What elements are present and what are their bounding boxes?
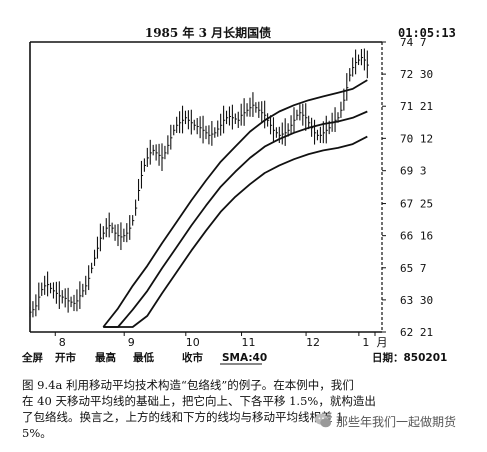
sma-40-line	[103, 110, 368, 328]
price-bars	[29, 48, 369, 318]
x-tick-label: 1	[362, 336, 369, 349]
x-tick-label: 11	[242, 336, 256, 349]
lines-layer	[102, 79, 368, 328]
y-tick-label: 69 3	[400, 165, 427, 178]
x-tick-label: 8	[59, 336, 66, 349]
time-label: 01:05:13	[398, 26, 456, 40]
toolbar: 全屏 开市 最高 最低 收市 SMA:40 日期：850201	[21, 351, 447, 365]
plot-frame	[29, 41, 383, 333]
watermark: 那些年我们一起做期货	[314, 412, 456, 430]
toolbar-fullscreen: 全屏	[21, 351, 43, 364]
caption-line-1: 图 9.4a 利用移动平均技术构造“包络线”的例子。在本例中，我们	[22, 378, 354, 392]
toolbar-date: 日期：850201	[372, 351, 447, 364]
chart-title: 1985 年 3 月长期国债	[145, 25, 271, 40]
x-tick-label: 12	[306, 336, 320, 349]
y-tick-label: 74 7	[400, 36, 427, 49]
x-tick-label: 9	[128, 336, 135, 349]
y-tick-label: 65 7	[400, 262, 427, 275]
y-tick-label: 66 16	[400, 230, 433, 243]
toolbar-sma: SMA:40	[222, 352, 267, 364]
watermark-text: 那些年我们一起做期货	[336, 414, 457, 429]
x-tick-label: 月	[377, 336, 388, 349]
caption-line-3: 了包络线。换言之，上方的线和下方的线均与移动平均线相差 1	[22, 410, 344, 424]
x-tick-label: 10	[186, 336, 200, 349]
y-tick-label: 62 21	[400, 326, 433, 339]
y-tick-label: 70 12	[400, 132, 433, 145]
x-axis-labels: 8 9 10 11 12 1 月	[54, 332, 388, 349]
toolbar-open: 开市	[55, 351, 76, 364]
caption-line-4: 5%。	[22, 426, 52, 440]
upper-envelope-line	[102, 79, 368, 328]
y-tick-label: 72 30	[400, 68, 433, 81]
y-tick-label: 63 30	[400, 294, 433, 307]
lower-envelope-line	[103, 135, 368, 328]
toolbar-high: 最高	[95, 351, 116, 364]
y-tick-label: 67 25	[400, 198, 433, 211]
y-tick-label: 71 21	[400, 100, 433, 113]
wechat-logo-icon	[314, 413, 332, 428]
toolbar-close: 收市	[182, 351, 203, 364]
y-axis-labels: 74 7 72 30 71 21 70 12 69 3 67 25 66 16 65 7 63 …	[382, 36, 433, 339]
toolbar-low: 最低	[133, 351, 154, 364]
caption-line-2: 在 40 天移动平均线的基础上，把它向上、下各平移 1.5%，就构造出	[22, 394, 376, 408]
